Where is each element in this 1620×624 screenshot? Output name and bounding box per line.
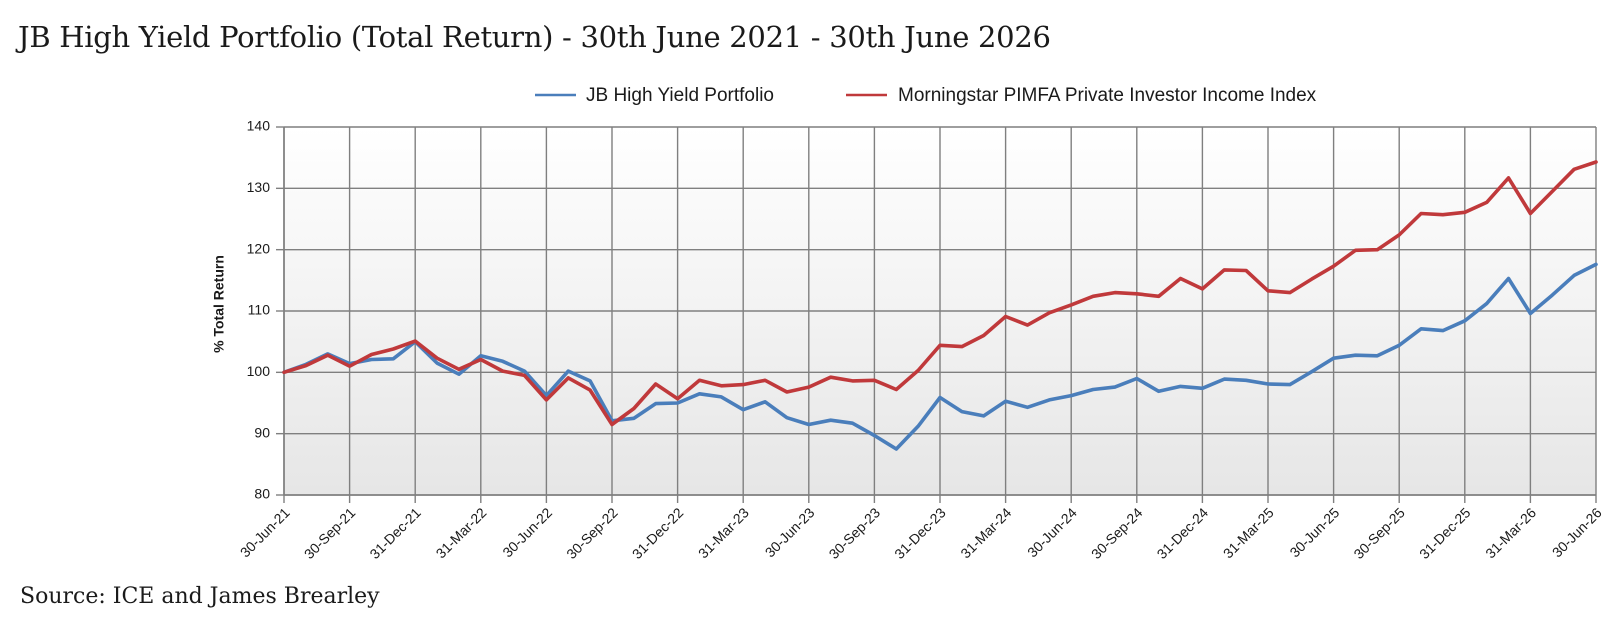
x-tick-label: 30-Sep-24 — [1088, 504, 1146, 562]
y-tick-label: 80 — [254, 486, 270, 502]
y-tick-label: 120 — [247, 240, 271, 256]
x-tick-label: 31-Dec-25 — [1416, 504, 1474, 562]
y-axis-label: % Total Return — [211, 255, 227, 353]
chart-title: JB High Yield Portfolio (Total Return) -… — [18, 20, 1051, 54]
x-tick-label: 30-Sep-21 — [301, 504, 359, 562]
x-axis-ticks: 30-Jun-21 30-Sep-21 31-Dec-21 31-Mar-22 30-J… — [237, 495, 1605, 562]
y-tick-label: 100 — [247, 363, 271, 379]
source-note: Source: ICE and James Brearley — [20, 584, 380, 609]
x-tick-label: 30-Jun-21 — [237, 504, 293, 560]
x-tick-label: 31-Dec-21 — [366, 504, 424, 562]
legend-label-1: JB High Yield Portfolio — [586, 85, 774, 106]
x-tick-label: 31-Mar-24 — [957, 504, 1014, 561]
x-tick-label: 30-Jun-24 — [1024, 504, 1080, 560]
x-tick-label: 30-Sep-25 — [1350, 504, 1408, 562]
x-tick-label: 30-Sep-23 — [826, 504, 884, 562]
x-tick-label: 30-Jun-26 — [1549, 504, 1605, 560]
x-tick-label: 31-Mar-25 — [1220, 504, 1277, 561]
x-tick-label: 31-Dec-24 — [1154, 504, 1212, 562]
series-lines — [282, 160, 1598, 451]
legend: JB High Yield Portfolio Morningstar PIMFA… — [535, 85, 1317, 106]
series-line-1 — [282, 262, 1598, 451]
x-tick-label: 30-Jun-22 — [499, 504, 555, 560]
series-line-2 — [282, 160, 1598, 427]
y-tick-label: 140 — [247, 118, 271, 134]
x-tick-label: 31-Dec-23 — [891, 504, 949, 562]
x-tick-label: 31-Mar-26 — [1482, 504, 1539, 561]
y-tick-label: 130 — [247, 179, 271, 195]
x-tick-label: 31-Mar-22 — [433, 504, 490, 561]
y-axis-ticks: 80 90 100 110 120 130 140 — [247, 118, 284, 502]
y-tick-label: 90 — [254, 424, 270, 440]
legend-label-2: Morningstar PIMFA Private Investor Incom… — [898, 85, 1317, 106]
x-tick-label: 31-Dec-22 — [629, 504, 687, 562]
x-tick-label: 30-Sep-22 — [563, 504, 621, 562]
y-tick-label: 110 — [248, 302, 271, 318]
x-tick-label: 31-Mar-23 — [695, 504, 752, 561]
x-tick-label: 30-Jun-23 — [762, 504, 818, 560]
x-tick-label: 30-Jun-25 — [1286, 504, 1342, 560]
gridlines — [283, 126, 1597, 496]
